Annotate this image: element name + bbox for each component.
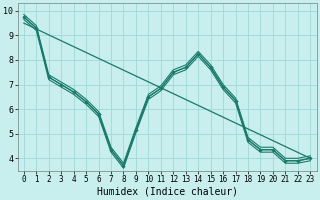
X-axis label: Humidex (Indice chaleur): Humidex (Indice chaleur) bbox=[97, 187, 237, 197]
